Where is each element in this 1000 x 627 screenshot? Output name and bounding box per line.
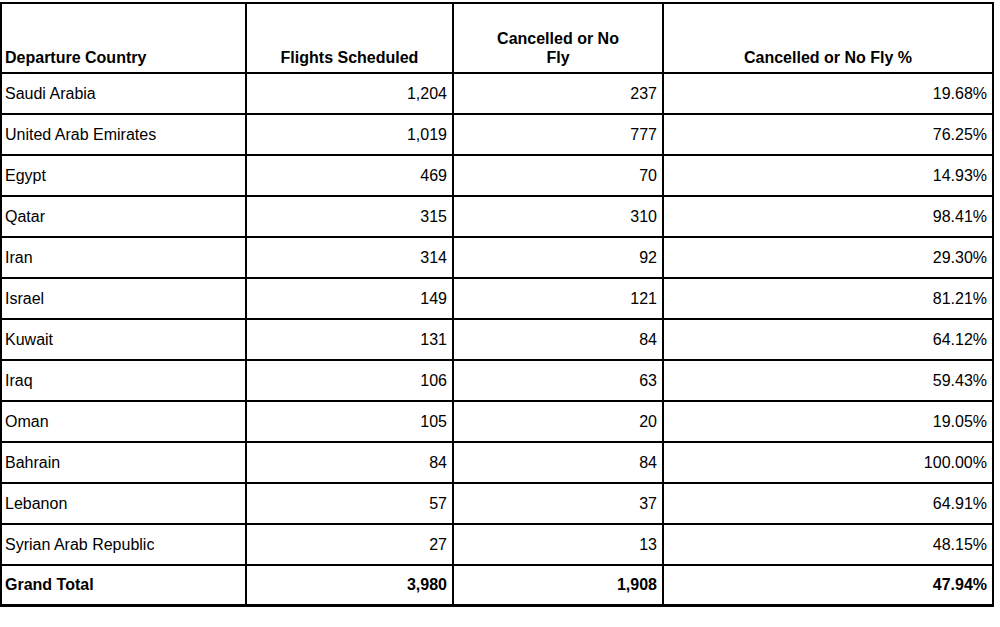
cell-departure-country: Oman [1, 401, 246, 442]
cell-flights-scheduled: 149 [246, 278, 453, 319]
cell-cancelled-or-no-fly-pct: 19.68% [663, 73, 993, 114]
table-row: Kuwait1318464.12% [1, 319, 993, 360]
table-row: Syrian Arab Republic271348.15% [1, 524, 993, 565]
cell-cancelled-or-no-fly-pct: 14.93% [663, 155, 993, 196]
table-row: Israel14912181.21% [1, 278, 993, 319]
table-row: Bahrain8484100.00% [1, 442, 993, 483]
cell-departure-country: Iran [1, 237, 246, 278]
cell-flights-scheduled: 106 [246, 360, 453, 401]
cell-flights-scheduled: 469 [246, 155, 453, 196]
cell-departure-country: Israel [1, 278, 246, 319]
cell-cancelled-or-no-fly: 84 [453, 319, 663, 360]
cell-cancelled-or-no-fly: 63 [453, 360, 663, 401]
cell-cancelled-or-no-fly-pct: 48.15% [663, 524, 993, 565]
grand-total-cancelled: 1,908 [453, 565, 663, 605]
cell-flights-scheduled: 315 [246, 196, 453, 237]
cell-cancelled-or-no-fly-pct: 29.30% [663, 237, 993, 278]
cell-cancelled-or-no-fly-pct: 19.05% [663, 401, 993, 442]
cell-cancelled-or-no-fly: 20 [453, 401, 663, 442]
grand-total-row: Grand Total 3,980 1,908 47.94% [1, 565, 993, 605]
cell-departure-country: Kuwait [1, 319, 246, 360]
table-row: Iran3149229.30% [1, 237, 993, 278]
flights-by-departure-country-table: Departure Country Flights Scheduled Canc… [0, 2, 994, 607]
cell-flights-scheduled: 1,019 [246, 114, 453, 155]
cell-departure-country: Lebanon [1, 483, 246, 524]
table-row: Oman1052019.05% [1, 401, 993, 442]
cell-cancelled-or-no-fly-pct: 98.41% [663, 196, 993, 237]
cell-flights-scheduled: 1,204 [246, 73, 453, 114]
grand-total-label: Grand Total [1, 565, 246, 605]
cell-departure-country: Bahrain [1, 442, 246, 483]
cell-cancelled-or-no-fly-pct: 59.43% [663, 360, 993, 401]
screen: Departure Country Flights Scheduled Canc… [0, 0, 1000, 627]
cell-cancelled-or-no-fly-pct: 81.21% [663, 278, 993, 319]
cell-flights-scheduled: 84 [246, 442, 453, 483]
cell-flights-scheduled: 27 [246, 524, 453, 565]
cell-cancelled-or-no-fly: 777 [453, 114, 663, 155]
grand-total-flights-scheduled: 3,980 [246, 565, 453, 605]
cell-departure-country: Qatar [1, 196, 246, 237]
cell-departure-country: Saudi Arabia [1, 73, 246, 114]
cell-departure-country: Egypt [1, 155, 246, 196]
cell-cancelled-or-no-fly: 310 [453, 196, 663, 237]
cell-departure-country: Syrian Arab Republic [1, 524, 246, 565]
cell-cancelled-or-no-fly: 84 [453, 442, 663, 483]
table-row: Saudi Arabia1,20423719.68% [1, 73, 993, 114]
cell-cancelled-or-no-fly: 121 [453, 278, 663, 319]
table-row: Iraq1066359.43% [1, 360, 993, 401]
table-body: Saudi Arabia1,20423719.68%United Arab Em… [1, 73, 993, 565]
cell-flights-scheduled: 57 [246, 483, 453, 524]
cell-cancelled-or-no-fly-pct: 76.25% [663, 114, 993, 155]
cell-cancelled-or-no-fly: 37 [453, 483, 663, 524]
cell-flights-scheduled: 105 [246, 401, 453, 442]
cell-cancelled-or-no-fly-pct: 100.00% [663, 442, 993, 483]
cell-departure-country: United Arab Emirates [1, 114, 246, 155]
cell-departure-country: Iraq [1, 360, 246, 401]
header-cancelled-or-no-fly: Cancelled or No Fly [453, 3, 663, 73]
cell-flights-scheduled: 131 [246, 319, 453, 360]
grand-total-body: Grand Total 3,980 1,908 47.94% [1, 565, 993, 605]
cell-cancelled-or-no-fly: 13 [453, 524, 663, 565]
table-row: Lebanon573764.91% [1, 483, 993, 524]
cell-flights-scheduled: 314 [246, 237, 453, 278]
header-row: Departure Country Flights Scheduled Canc… [1, 3, 993, 73]
cell-cancelled-or-no-fly: 70 [453, 155, 663, 196]
cell-cancelled-or-no-fly: 237 [453, 73, 663, 114]
header-flights-scheduled: Flights Scheduled [246, 3, 453, 73]
table-row: Egypt4697014.93% [1, 155, 993, 196]
grand-total-cancelled-pct: 47.94% [663, 565, 993, 605]
cell-cancelled-or-no-fly-pct: 64.91% [663, 483, 993, 524]
header-departure-country: Departure Country [1, 3, 246, 73]
table-row: United Arab Emirates1,01977776.25% [1, 114, 993, 155]
header-cancelled-or-no-fly-pct: Cancelled or No Fly % [663, 3, 993, 73]
cell-cancelled-or-no-fly-pct: 64.12% [663, 319, 993, 360]
table-row: Qatar31531098.41% [1, 196, 993, 237]
cell-cancelled-or-no-fly: 92 [453, 237, 663, 278]
